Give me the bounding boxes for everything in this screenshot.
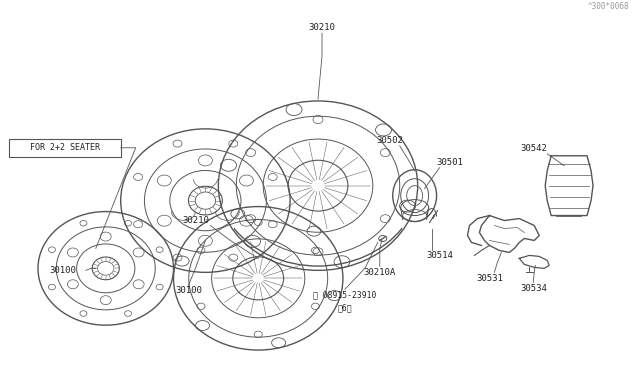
Text: FOR 2+2 SEATER: FOR 2+2 SEATER (30, 143, 100, 152)
Text: 30542: 30542 (521, 144, 548, 153)
Text: 30210A: 30210A (364, 268, 396, 277)
Text: 30210: 30210 (182, 216, 209, 225)
Text: 30501: 30501 (436, 158, 463, 167)
Text: ^300*0068: ^300*0068 (588, 2, 629, 11)
Bar (9, 139, 121, 157)
Text: 30210: 30210 (308, 23, 335, 32)
Text: 30514: 30514 (426, 251, 453, 260)
Text: 30100: 30100 (49, 266, 76, 275)
Text: （6）: （6） (338, 304, 352, 313)
Text: 30534: 30534 (521, 284, 548, 293)
Text: 30502: 30502 (376, 136, 403, 145)
Text: 30531: 30531 (476, 274, 503, 283)
Text: 30100: 30100 (175, 286, 202, 295)
Text: Ⓑ 08915-23910: Ⓑ 08915-23910 (313, 291, 376, 300)
